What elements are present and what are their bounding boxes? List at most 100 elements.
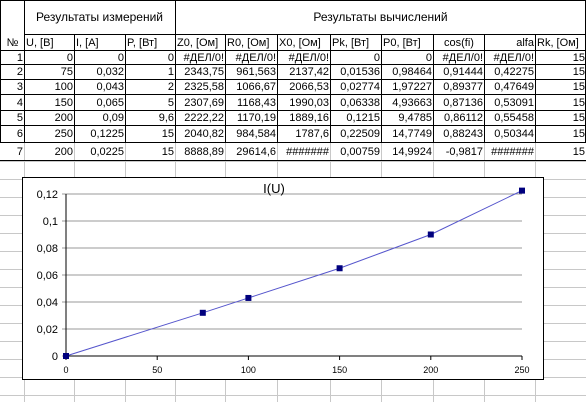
table-cell[interactable]: 2 xyxy=(167,81,174,93)
column-header[interactable]: P, [Вт] xyxy=(127,37,158,49)
column-header[interactable]: Pk, [Вт] xyxy=(332,37,370,49)
table-cell[interactable]: 1990,03 xyxy=(289,97,329,109)
table-cell[interactable]: 0,1215 xyxy=(346,112,380,124)
table-cell[interactable]: 9,6 xyxy=(158,112,174,124)
table-cell[interactable]: -0,9817 xyxy=(445,146,483,158)
table-cell[interactable]: 0,88243 xyxy=(443,128,483,140)
table-cell[interactable]: 0,1225 xyxy=(90,128,124,140)
chart-i-u[interactable]: 00,020,040,060,080,10,120 50 100 150 200 250 … xyxy=(22,177,544,380)
table-cell[interactable]: #ДЕЛ/0! xyxy=(183,52,224,64)
table-cell[interactable]: 75 xyxy=(60,66,73,78)
table-cell[interactable]: 0,55458 xyxy=(494,112,534,124)
table-cell[interactable]: 0,91444 xyxy=(443,66,483,78)
column-header[interactable]: X0, [Ом] xyxy=(279,37,321,49)
table-cell[interactable]: 0,01536 xyxy=(340,66,380,78)
table-cell[interactable]: 1787,6 xyxy=(295,128,329,140)
table-cell[interactable]: 250 xyxy=(54,128,73,140)
table-cell[interactable]: 1,97227 xyxy=(392,81,432,93)
column-header[interactable]: № xyxy=(6,37,19,49)
column-header[interactable]: P0, [Вт] xyxy=(383,37,421,49)
column-header[interactable]: U, [В] xyxy=(26,37,54,49)
table-cell[interactable]: #ДЕЛ/0! xyxy=(493,52,534,64)
table-cell[interactable]: 0,86112 xyxy=(444,112,483,124)
table-cell[interactable]: 961,563 xyxy=(236,66,276,78)
table-cell[interactable]: 2343,75 xyxy=(184,66,224,78)
row-number[interactable]: 1 xyxy=(16,52,23,64)
x-tick-label: 150 xyxy=(332,365,347,375)
table-cell[interactable]: 15 xyxy=(572,112,585,124)
table-cell[interactable]: 0 xyxy=(66,52,73,64)
table-cell[interactable]: 0,50344 xyxy=(494,128,534,140)
table-cell[interactable]: #ДЕЛ/0! xyxy=(288,52,329,64)
table-cell[interactable]: 15 xyxy=(572,66,585,78)
table-cell[interactable]: 1170,19 xyxy=(237,112,276,124)
table-cell[interactable]: 0,42275 xyxy=(494,66,534,78)
table-cell[interactable]: 0,06338 xyxy=(340,97,380,109)
table-cell[interactable]: 1889,16 xyxy=(289,112,329,124)
table-cell[interactable]: 0,87136 xyxy=(443,97,483,109)
table-cell[interactable]: 0 xyxy=(167,52,174,64)
table-cell[interactable]: 4,93663 xyxy=(392,97,432,109)
column-header[interactable]: alfa xyxy=(516,37,534,49)
table-cell[interactable]: 100 xyxy=(54,81,73,93)
column-header[interactable]: R0, [Ом] xyxy=(227,37,270,49)
table-cell[interactable]: ####### xyxy=(491,146,534,158)
table-cell[interactable]: 8888,89 xyxy=(184,146,224,158)
table-cell[interactable]: 0,53091 xyxy=(494,97,534,109)
table-cell[interactable]: 200 xyxy=(54,112,73,124)
table-cell[interactable]: 1066,67 xyxy=(236,81,276,93)
table-cell[interactable]: ####### xyxy=(286,146,329,158)
group-header-calculations[interactable]: Результаты вычислений xyxy=(313,10,448,24)
table-cell[interactable]: 2325,58 xyxy=(184,81,224,93)
row-number[interactable]: 3 xyxy=(16,81,23,93)
table-cell[interactable]: 0,00759 xyxy=(340,146,380,158)
table-cell[interactable]: 0,22509 xyxy=(340,128,380,140)
column-header[interactable]: Rk, [Ом] xyxy=(537,37,579,49)
table-cell[interactable]: 0,02774 xyxy=(340,81,380,93)
row-number[interactable]: 6 xyxy=(16,128,23,140)
table-cell[interactable]: 0,0225 xyxy=(90,146,124,158)
table-cell[interactable]: 15 xyxy=(572,97,585,109)
table-cell[interactable]: 29614,6 xyxy=(236,146,276,158)
table-cell[interactable]: 0,09 xyxy=(102,112,124,124)
table-cell[interactable]: 2222,22 xyxy=(184,112,224,124)
table-cell[interactable]: 2040,82 xyxy=(184,128,224,140)
row-number[interactable]: 2 xyxy=(16,66,23,78)
table-cell[interactable]: 0 xyxy=(425,52,432,64)
table-cell[interactable]: 0,032 xyxy=(96,66,124,78)
table-cell[interactable]: 200 xyxy=(54,146,73,158)
table-cell[interactable]: 0,89377 xyxy=(443,81,483,93)
column-header[interactable]: cos(fi) xyxy=(444,37,474,49)
table-cell[interactable]: 9,4785 xyxy=(398,112,432,124)
table-cell[interactable]: 15 xyxy=(572,81,585,93)
table-cell[interactable]: #ДЕЛ/0! xyxy=(442,52,483,64)
table-cell[interactable]: 15 xyxy=(572,146,585,158)
table-cell[interactable]: 2137,42 xyxy=(289,66,329,78)
table-cell[interactable]: 15 xyxy=(161,146,174,158)
table-cell[interactable]: 14,7749 xyxy=(392,128,432,140)
table-cell[interactable]: 15 xyxy=(161,128,174,140)
table-cell[interactable]: 1168,43 xyxy=(237,97,276,109)
row-number[interactable]: 7 xyxy=(16,146,23,158)
table-cell[interactable]: #ДЕЛ/0! xyxy=(235,52,276,64)
table-cell[interactable]: 2307,69 xyxy=(184,97,224,109)
table-cell[interactable]: 1 xyxy=(167,66,174,78)
row-number[interactable]: 4 xyxy=(16,97,23,109)
table-cell[interactable]: 0 xyxy=(117,52,124,64)
table-cell[interactable]: 2066,53 xyxy=(289,81,329,93)
column-header[interactable]: Z0, [Ом] xyxy=(177,37,219,49)
table-cell[interactable]: 0,065 xyxy=(96,97,124,109)
table-cell[interactable]: 15 xyxy=(572,52,585,64)
row-number[interactable]: 5 xyxy=(16,112,23,124)
table-cell[interactable]: 0 xyxy=(373,52,380,64)
group-header-measurements[interactable]: Результаты измерений xyxy=(35,10,164,24)
table-cell[interactable]: 150 xyxy=(54,97,73,109)
table-cell[interactable]: 14,9924 xyxy=(392,146,432,158)
table-cell[interactable]: 5 xyxy=(167,97,174,109)
table-cell[interactable]: 984,584 xyxy=(236,128,276,140)
table-cell[interactable]: 0,98464 xyxy=(392,66,432,78)
table-cell[interactable]: 0,47649 xyxy=(494,81,534,93)
column-header[interactable]: I, [A] xyxy=(76,37,99,49)
table-cell[interactable]: 15 xyxy=(572,128,585,140)
table-cell[interactable]: 0,043 xyxy=(96,81,124,93)
